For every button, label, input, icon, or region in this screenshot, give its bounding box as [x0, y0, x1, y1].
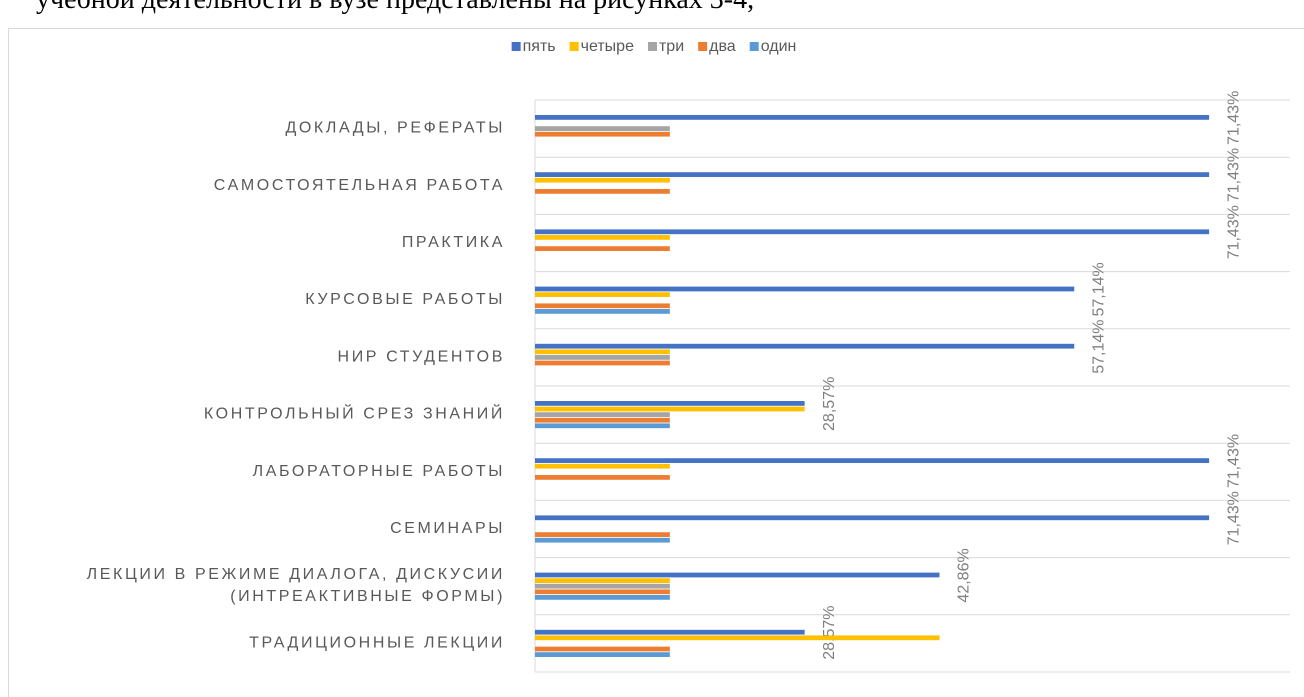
bar — [535, 235, 670, 240]
data-label: 71,43% — [1225, 205, 1242, 259]
legend-swatch — [647, 42, 657, 51]
bar — [535, 360, 670, 366]
bar — [535, 177, 670, 183]
bar — [535, 131, 670, 137]
bar — [535, 286, 1075, 292]
data-label: 57,14% — [1090, 262, 1107, 316]
bar — [535, 458, 1210, 463]
bar — [535, 646, 670, 652]
legend-label: пять — [523, 38, 556, 55]
bar — [535, 172, 1210, 177]
data-label: 71,43% — [1225, 148, 1242, 202]
bar — [535, 412, 670, 417]
bar — [535, 349, 670, 355]
bar — [535, 635, 940, 641]
legend-label: три — [659, 38, 684, 55]
bar — [535, 595, 670, 600]
bar — [535, 578, 670, 583]
category-label: САМОСТОЯТЕЛЬНАЯ РАБОТА — [214, 177, 505, 194]
category-label: КОНТРОЛЬНЫЙ СРЕЗ ЗНАНИЙ — [204, 404, 505, 423]
legend-swatch — [698, 42, 708, 51]
data-label: 28,57% — [821, 377, 838, 431]
category-label: ЛЕКЦИИ В РЕЖИМЕ ДИАЛОГА, ДИСКУСИИ (ИНТРЕА… — [87, 566, 505, 605]
category-label: ДОКЛАДЫ, РЕФЕРАТЫ — [285, 120, 505, 137]
bar — [535, 463, 670, 469]
legend-swatch — [569, 42, 579, 51]
bar — [535, 589, 670, 595]
bar — [535, 532, 670, 537]
bar — [535, 537, 670, 543]
legend-label: два — [709, 38, 736, 55]
bar — [535, 292, 670, 297]
legend: пять четыре три два один — [511, 38, 797, 55]
legend-swatch — [749, 42, 759, 51]
legend-swatch — [511, 42, 521, 51]
category-label: ТРАДИЦИОННЫЕ ЛЕКЦИИ — [249, 635, 505, 652]
bar — [535, 309, 670, 314]
bar — [535, 515, 1210, 521]
bar — [535, 652, 670, 657]
bar — [535, 417, 670, 423]
bar — [535, 343, 1075, 349]
legend-label: один — [761, 38, 797, 55]
bar — [535, 126, 670, 131]
bar — [535, 406, 805, 412]
bar — [535, 572, 940, 578]
category-label: ПРАКТИКА — [402, 234, 505, 251]
bar — [535, 423, 670, 429]
data-label: 71,43% — [1225, 491, 1242, 545]
legend-label: четыре — [581, 38, 634, 55]
bar — [535, 189, 670, 194]
bar — [535, 475, 670, 480]
data-label: 28,57% — [821, 605, 838, 659]
bar — [535, 401, 805, 406]
category-label: КУРСОВЫЕ РАБОТЫ — [305, 291, 505, 308]
data-label: 57,14% — [1090, 319, 1107, 373]
bar — [535, 229, 1210, 235]
context-text: учебной деятельности в вузе представлены… — [36, 0, 754, 15]
bar — [535, 115, 1210, 120]
category-label: ЛАБОРАТОРНЫЕ РАБОТЫ — [253, 463, 505, 480]
bar — [535, 355, 670, 360]
bar — [535, 303, 670, 309]
bar — [535, 629, 805, 635]
chart-frame — [8, 28, 1304, 697]
data-label: 42,86% — [956, 548, 973, 602]
category-label: НИР СТУДЕНТОВ — [338, 349, 505, 366]
category-label: СЕМИНАРЫ — [390, 520, 505, 537]
data-label: 71,43% — [1225, 91, 1242, 145]
data-label: 71,43% — [1225, 434, 1242, 488]
bar — [535, 583, 670, 589]
bar — [535, 246, 670, 251]
